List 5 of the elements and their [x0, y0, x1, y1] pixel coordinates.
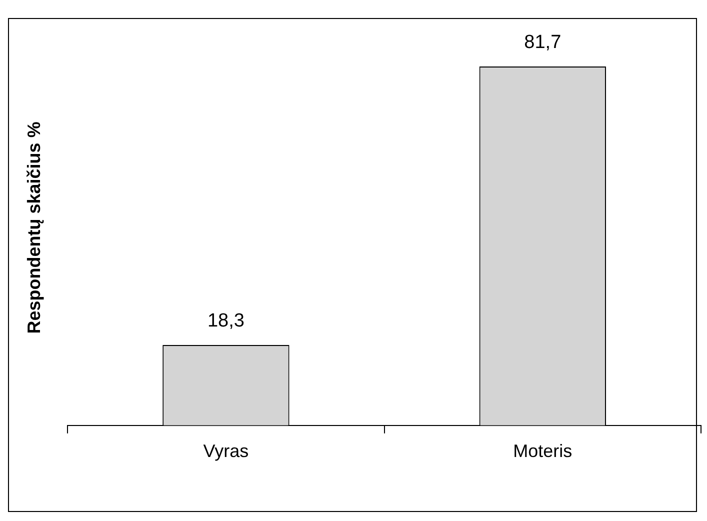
- x-tick-label: Vyras: [203, 441, 249, 462]
- data-label: 81,7: [524, 32, 562, 54]
- y-axis-title: Respondentų skaičius %: [24, 122, 44, 334]
- x-tick-label: Moteris: [513, 441, 572, 462]
- data-label: 18,3: [207, 310, 244, 332]
